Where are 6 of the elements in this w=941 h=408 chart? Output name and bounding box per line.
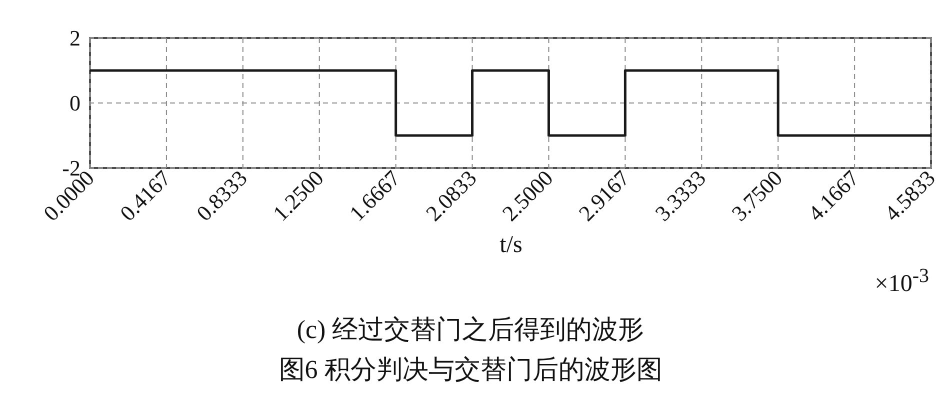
y-tick-label: 0 xyxy=(70,90,80,116)
y-tick-label: 2 xyxy=(70,26,80,50)
caption: 图6 积分判决与交替门后的波形图 xyxy=(278,354,664,386)
text: ×10$^{-3}$ xyxy=(874,265,929,298)
text: (c) 经过交替门之后得到的波形 xyxy=(296,314,646,346)
x-axis-title: t/s xyxy=(500,232,522,258)
